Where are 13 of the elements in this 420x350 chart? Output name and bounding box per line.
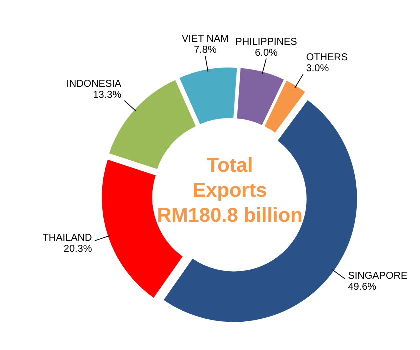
slice-label: THAILAND bbox=[42, 232, 92, 244]
slice-label: OTHERS bbox=[306, 52, 348, 64]
slice-label: PHILIPPINES bbox=[236, 36, 298, 48]
data-label: 7.8% bbox=[194, 45, 217, 56]
data-label: 13.3% bbox=[93, 90, 122, 101]
data-label: 3.0% bbox=[306, 63, 330, 74]
slice-label: SINGAPORE bbox=[348, 271, 408, 282]
data-label: 20.3% bbox=[64, 244, 92, 255]
slice-label: INDONESIA bbox=[66, 78, 122, 90]
data-label: 49.6% bbox=[348, 282, 377, 294]
data-label: 6.0% bbox=[255, 48, 278, 59]
text: Total Exports RM180.8 billion bbox=[157, 155, 303, 227]
slice-label: VIET NAM bbox=[182, 34, 230, 46]
